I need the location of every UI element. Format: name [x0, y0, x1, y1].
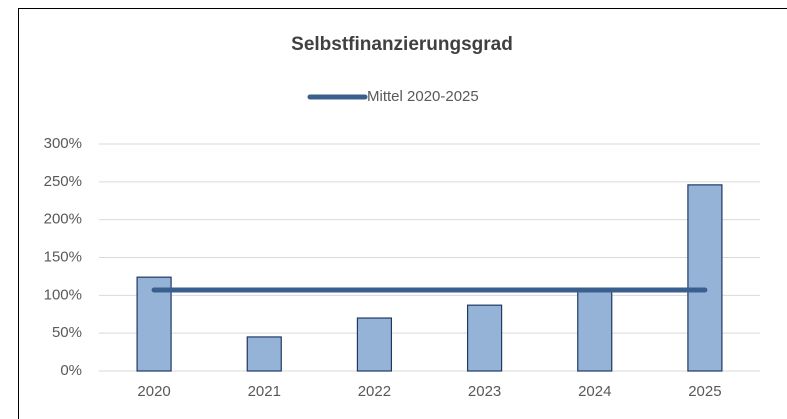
x-tick-label: 2023 — [468, 383, 501, 400]
bar — [577, 289, 613, 372]
x-tick-label: 2025 — [688, 383, 721, 400]
bar — [136, 276, 172, 372]
legend-label: Mittel 2020-2025 — [367, 88, 479, 105]
x-tick-label: 2021 — [248, 383, 281, 400]
x-tick-label: 2024 — [578, 383, 611, 400]
y-tick-label: 50% — [52, 324, 82, 341]
bar — [356, 317, 393, 372]
x-tick-label: 2022 — [358, 383, 391, 400]
y-tick-label: 250% — [44, 173, 82, 190]
y-tick-label: 0% — [60, 362, 82, 379]
y-tick-label: 150% — [44, 248, 82, 265]
bar — [246, 336, 282, 372]
bar — [687, 184, 723, 372]
y-tick-label: 300% — [44, 135, 82, 152]
y-tick-label: 100% — [44, 286, 82, 303]
bar — [466, 304, 503, 372]
chart-frame — [18, 8, 787, 419]
y-tick-label: 200% — [44, 211, 82, 228]
x-tick-label: 2020 — [137, 383, 170, 400]
chart-title: Selbstfinanzierungsgrad — [291, 34, 513, 55]
